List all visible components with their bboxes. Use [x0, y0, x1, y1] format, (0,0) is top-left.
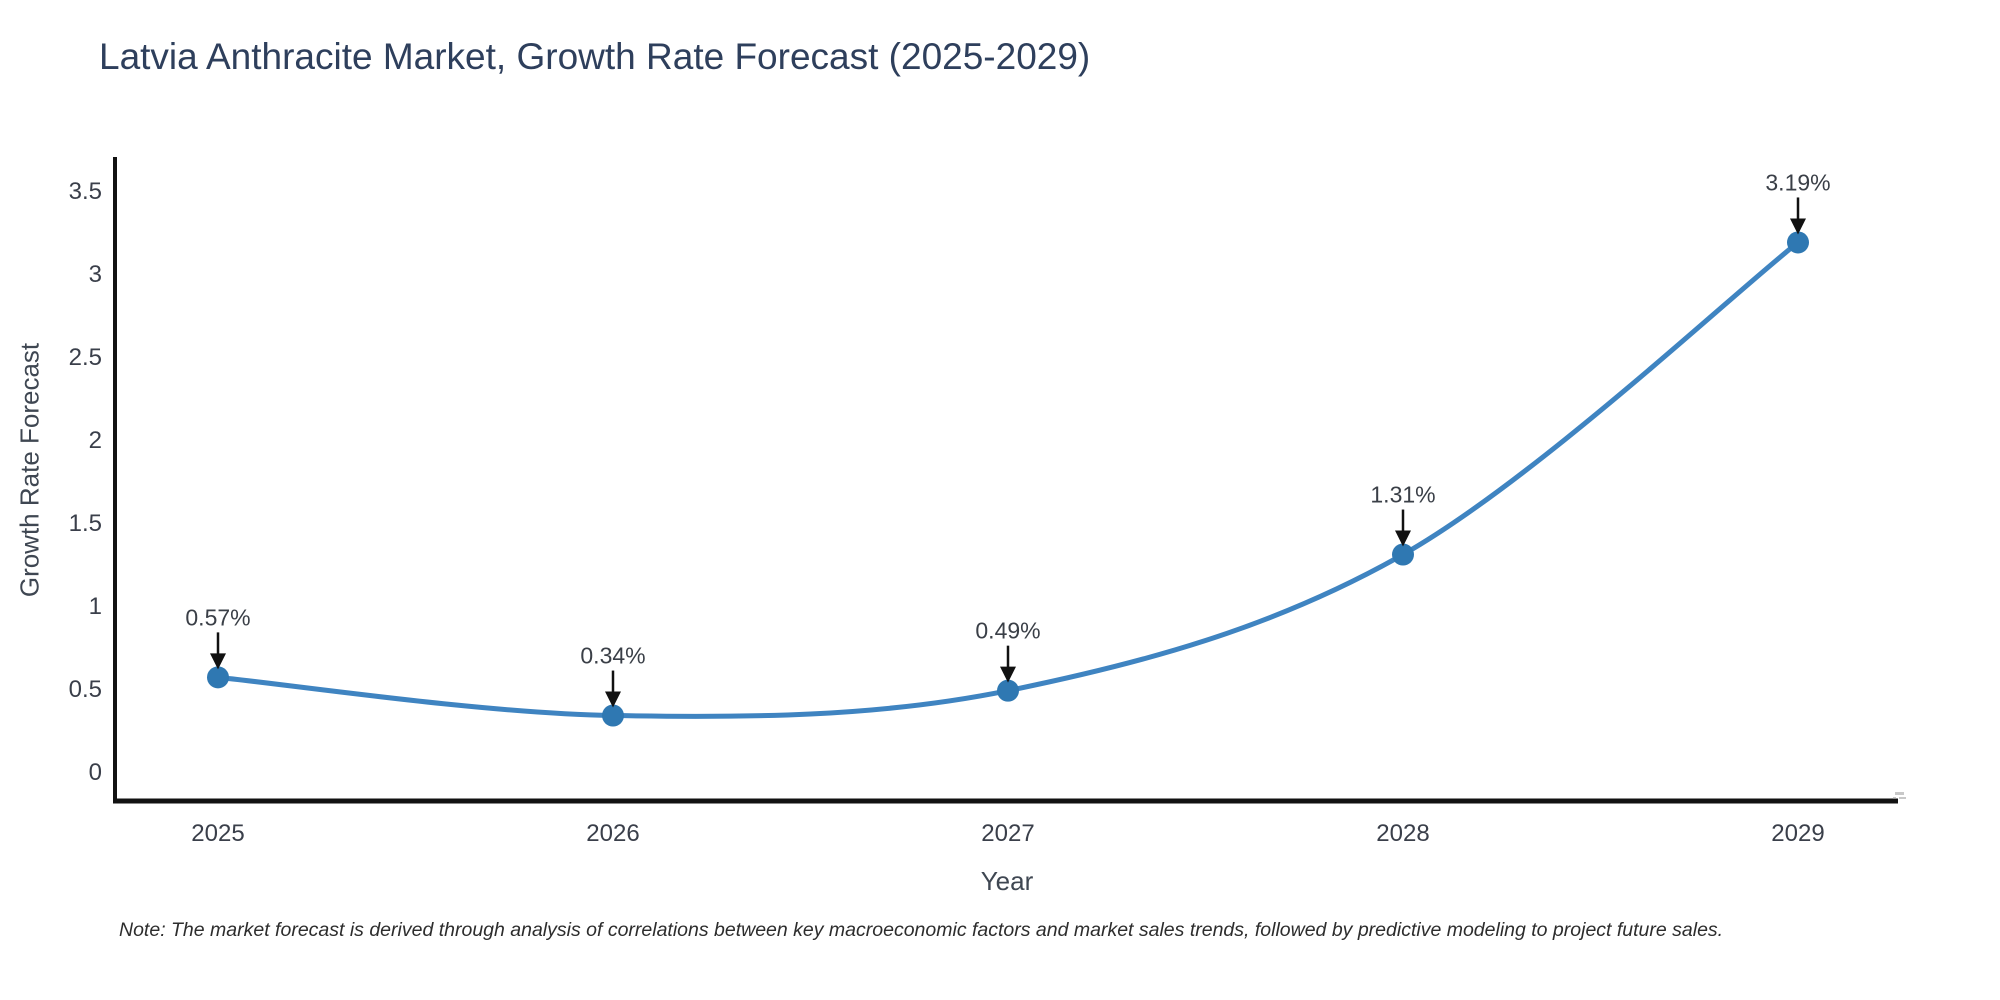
- y-tick-label: 2: [89, 427, 102, 454]
- data-point-label: 0.34%: [580, 643, 645, 669]
- forecast-line: [215, 239, 1801, 719]
- y-tick-label: 0.5: [69, 676, 102, 703]
- data-point-marker: [207, 666, 229, 689]
- y-tick-label: 0: [89, 759, 102, 786]
- y-tick-label: 3.5: [69, 178, 102, 205]
- annotation-arrowhead-icon: [1395, 530, 1411, 547]
- annotation-arrowhead-icon: [1790, 218, 1806, 235]
- y-tick-label: 3: [89, 261, 102, 288]
- data-point-label: 0.57%: [185, 604, 250, 630]
- y-tick-label: 1.5: [69, 510, 102, 537]
- y-axis-title: Growth Rate Forecast: [14, 342, 45, 598]
- y-tick-label: 1: [89, 593, 102, 620]
- axis-end-watermark-icon: [1895, 792, 1904, 795]
- annotation-arrowhead-icon: [1000, 666, 1016, 683]
- x-tick-label: 2028: [1376, 820, 1429, 847]
- x-tick-label: 2026: [586, 820, 639, 847]
- x-axis-title: Year: [980, 866, 1034, 896]
- chart-footnote: Note: The market forecast is derived thr…: [119, 919, 1724, 941]
- data-point-label: 1.31%: [1370, 482, 1435, 508]
- y-tick-label: 2.5: [69, 344, 102, 371]
- axis-end-watermark-icon: [1899, 797, 1906, 799]
- annotation-arrowhead-icon: [210, 653, 226, 670]
- axis-end-watermark-icon: [1893, 797, 1896, 799]
- annotation-arrowhead-icon: [605, 691, 621, 708]
- x-tick-label: 2029: [1771, 820, 1824, 847]
- data-point-marker: [1392, 543, 1414, 566]
- x-tick-label: 2025: [191, 820, 244, 847]
- x-tick-label: 2027: [981, 820, 1034, 847]
- data-point-marker: [997, 679, 1019, 702]
- data-point-label: 0.49%: [975, 618, 1040, 644]
- data-point-marker: [1787, 231, 1809, 254]
- chart-title: Latvia Anthracite Market, Growth Rate Fo…: [99, 36, 1091, 77]
- data-point-marker: [602, 704, 624, 727]
- data-point-label: 3.19%: [1765, 169, 1830, 195]
